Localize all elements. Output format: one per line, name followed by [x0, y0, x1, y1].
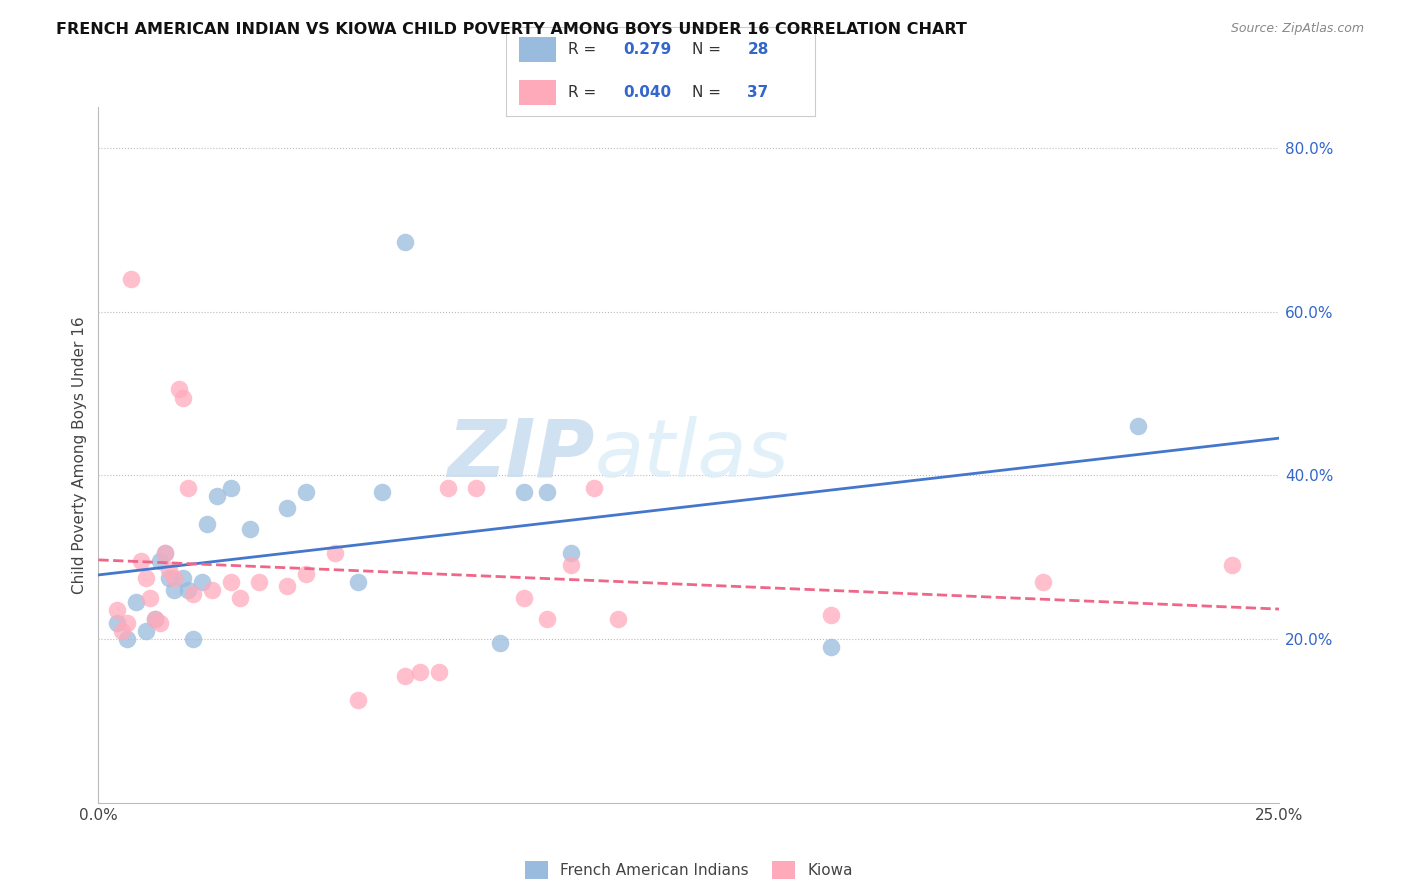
Text: R =: R =	[568, 43, 602, 57]
Point	[408, 665, 430, 679]
Point	[105, 615, 128, 630]
Point	[427, 665, 450, 679]
Point	[512, 484, 534, 499]
Point	[115, 632, 138, 646]
Text: N =: N =	[692, 86, 725, 100]
Point	[157, 562, 180, 576]
Point	[163, 571, 186, 585]
Point	[276, 579, 298, 593]
Point	[465, 481, 488, 495]
Point	[1032, 574, 1054, 589]
Point	[201, 582, 224, 597]
Point	[105, 603, 128, 617]
Point	[163, 582, 186, 597]
Text: ZIP: ZIP	[447, 416, 595, 494]
Point	[177, 481, 200, 495]
Text: R =: R =	[568, 86, 602, 100]
Point	[560, 546, 582, 560]
Point	[205, 489, 228, 503]
Point	[512, 591, 534, 606]
Point	[347, 693, 370, 707]
Text: Source: ZipAtlas.com: Source: ZipAtlas.com	[1230, 22, 1364, 36]
Point	[167, 383, 190, 397]
Point	[394, 235, 416, 249]
Point	[149, 554, 172, 568]
Point	[1126, 419, 1149, 434]
Point	[191, 574, 214, 589]
Point	[239, 522, 262, 536]
Point	[437, 481, 460, 495]
Point	[153, 546, 176, 560]
Text: 37: 37	[748, 86, 769, 100]
Point	[536, 612, 558, 626]
Point	[229, 591, 252, 606]
Point	[820, 640, 842, 655]
Point	[125, 595, 148, 609]
Legend: French American Indians, Kiowa: French American Indians, Kiowa	[519, 855, 859, 886]
Point	[536, 484, 558, 499]
Point	[157, 571, 180, 585]
Point	[135, 624, 157, 638]
Text: 0.040: 0.040	[624, 86, 672, 100]
Point	[195, 517, 218, 532]
Text: 0.279: 0.279	[624, 43, 672, 57]
Point	[489, 636, 512, 650]
Point	[1220, 558, 1243, 573]
Point	[153, 546, 176, 560]
Point	[247, 574, 270, 589]
Point	[295, 566, 318, 581]
Y-axis label: Child Poverty Among Boys Under 16: Child Poverty Among Boys Under 16	[72, 316, 87, 594]
Point	[394, 669, 416, 683]
Point	[143, 612, 166, 626]
Point	[583, 481, 606, 495]
Point	[323, 546, 346, 560]
Point	[129, 554, 152, 568]
Point	[115, 615, 138, 630]
Point	[181, 632, 204, 646]
Point	[219, 481, 242, 495]
Text: FRENCH AMERICAN INDIAN VS KIOWA CHILD POVERTY AMONG BOYS UNDER 16 CORRELATION CH: FRENCH AMERICAN INDIAN VS KIOWA CHILD PO…	[56, 22, 967, 37]
Point	[820, 607, 842, 622]
Point	[181, 587, 204, 601]
Point	[371, 484, 394, 499]
Point	[347, 574, 370, 589]
FancyBboxPatch shape	[519, 37, 555, 62]
Point	[143, 612, 166, 626]
Point	[276, 501, 298, 516]
Point	[172, 391, 194, 405]
Point	[139, 591, 162, 606]
Point	[177, 582, 200, 597]
FancyBboxPatch shape	[519, 80, 555, 105]
Text: 28: 28	[748, 43, 769, 57]
Point	[172, 571, 194, 585]
Point	[607, 612, 630, 626]
Point	[219, 574, 242, 589]
Point	[295, 484, 318, 499]
Point	[560, 558, 582, 573]
Text: atlas: atlas	[595, 416, 789, 494]
Point	[121, 272, 143, 286]
Point	[135, 571, 157, 585]
Text: N =: N =	[692, 43, 725, 57]
Point	[111, 624, 134, 638]
Point	[149, 615, 172, 630]
